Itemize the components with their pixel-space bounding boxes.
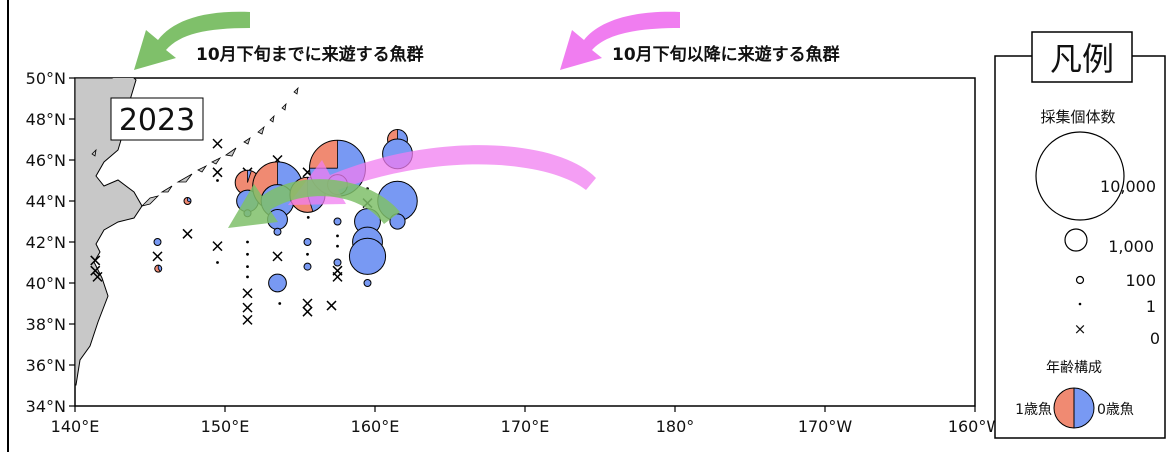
sample-zero-cross bbox=[242, 314, 253, 325]
early-arrow-map bbox=[228, 179, 400, 228]
late-arrow-map bbox=[288, 145, 596, 205]
lat-tick-label: 42°N bbox=[26, 233, 66, 252]
late-arrow-top bbox=[560, 11, 680, 70]
lat-tick-label: 48°N bbox=[26, 110, 66, 129]
legend-age-pie bbox=[1053, 387, 1095, 429]
sample-dot bbox=[306, 252, 309, 256]
sample-pie bbox=[303, 262, 312, 271]
legend-age-title: 年齢構成 bbox=[1046, 360, 1102, 376]
sample-zero-cross bbox=[182, 228, 193, 239]
sample-dot bbox=[306, 216, 310, 219]
longitude-axis: 140°E 150°E 160°E 170°E 180° 170°W 160°W bbox=[51, 406, 1003, 436]
early-arrow-label: 10月下旬までに来遊する魚群 bbox=[196, 44, 424, 65]
lat-tick-label: 46°N bbox=[26, 151, 66, 170]
lat-tick-label: 34°N bbox=[26, 397, 66, 416]
legend-size-1000: 1,000 bbox=[1108, 237, 1154, 256]
lat-tick-label: 38°N bbox=[26, 315, 66, 334]
sample-pie bbox=[154, 264, 163, 273]
sample-zero-cross bbox=[302, 298, 313, 309]
sample-dot bbox=[246, 265, 249, 268]
legend-circle-100 bbox=[1075, 275, 1085, 285]
legend-size-10000: 10,000 bbox=[1100, 177, 1156, 196]
lon-tick-label: 160°W bbox=[948, 417, 1003, 436]
lat-tick-label: 50°N bbox=[26, 69, 66, 88]
sample-dot bbox=[246, 275, 249, 279]
sample-zero-cross bbox=[272, 251, 283, 262]
sample-dot bbox=[278, 302, 282, 305]
sample-zero-cross bbox=[302, 306, 313, 317]
sample-dot bbox=[336, 244, 339, 248]
legend-dot-1 bbox=[1078, 302, 1082, 306]
sample-pie bbox=[183, 197, 192, 205]
legend-cross-0: × bbox=[1074, 320, 1087, 338]
sample-zero-cross bbox=[92, 271, 103, 282]
sample-zero-cross bbox=[326, 300, 337, 311]
sample-zero-cross bbox=[152, 251, 163, 262]
legend-circle-10000 bbox=[1035, 131, 1125, 221]
sample-zero-cross bbox=[212, 138, 223, 149]
sample-pie bbox=[363, 279, 372, 287]
legend-circle-1000 bbox=[1064, 228, 1088, 252]
sample-zero-cross bbox=[242, 302, 253, 313]
sample-dot bbox=[246, 252, 249, 256]
sample-zero-cross bbox=[242, 288, 253, 299]
sample-pie bbox=[303, 238, 312, 246]
lon-tick-label: 140°E bbox=[51, 417, 100, 436]
lon-tick-label: 170°W bbox=[798, 417, 853, 436]
legend-count-title: 採集個体数 bbox=[1040, 108, 1115, 126]
early-arrow-top bbox=[134, 11, 250, 70]
legend-age1-label: 1歳魚 bbox=[1015, 402, 1052, 418]
legend-title-box bbox=[1031, 31, 1133, 83]
legend-box bbox=[994, 55, 1166, 439]
sample-dot bbox=[246, 240, 249, 244]
sample-pie bbox=[348, 237, 387, 275]
sample-pie bbox=[268, 273, 287, 293]
year-label: 2023 bbox=[119, 103, 195, 138]
sample-dot bbox=[216, 179, 219, 182]
sample-pie bbox=[333, 217, 342, 226]
legend-title: 凡例 bbox=[1050, 40, 1114, 78]
lat-tick-label: 36°N bbox=[26, 356, 66, 375]
legend-size-1: 1 bbox=[1146, 297, 1156, 316]
lon-tick-label: 160°E bbox=[351, 417, 400, 436]
lon-tick-label: 180° bbox=[656, 417, 695, 436]
sample-zero-cross bbox=[212, 167, 223, 178]
sample-zero-cross bbox=[332, 271, 343, 282]
sample-zero-cross bbox=[212, 241, 223, 252]
legend-age0-label: 0歳魚 bbox=[1097, 402, 1134, 418]
year-box bbox=[110, 97, 204, 141]
sample-pie bbox=[153, 238, 162, 246]
late-arrow-label: 10月下旬以降に来遊する魚群 bbox=[612, 44, 840, 65]
sample-zero-cross bbox=[90, 255, 101, 266]
lon-tick-label: 170°E bbox=[501, 417, 550, 436]
lon-tick-label: 150°E bbox=[201, 417, 250, 436]
lat-tick-label: 40°N bbox=[26, 274, 66, 293]
sample-pie bbox=[273, 227, 282, 236]
latitude-axis: 50°N 48°N 46°N 44°N 42°N 40°N 38°N 36°N 34°N bbox=[26, 69, 75, 416]
sample-dot bbox=[336, 234, 339, 238]
map-frame bbox=[74, 77, 976, 407]
sample-zero-cross bbox=[90, 265, 101, 276]
sample-dot bbox=[216, 261, 219, 264]
lat-tick-label: 44°N bbox=[26, 192, 66, 211]
legend-size-100: 100 bbox=[1125, 271, 1156, 290]
legend-size-0: 0 bbox=[1150, 329, 1160, 348]
sample-pie bbox=[389, 213, 406, 230]
sample-pie bbox=[333, 258, 342, 267]
